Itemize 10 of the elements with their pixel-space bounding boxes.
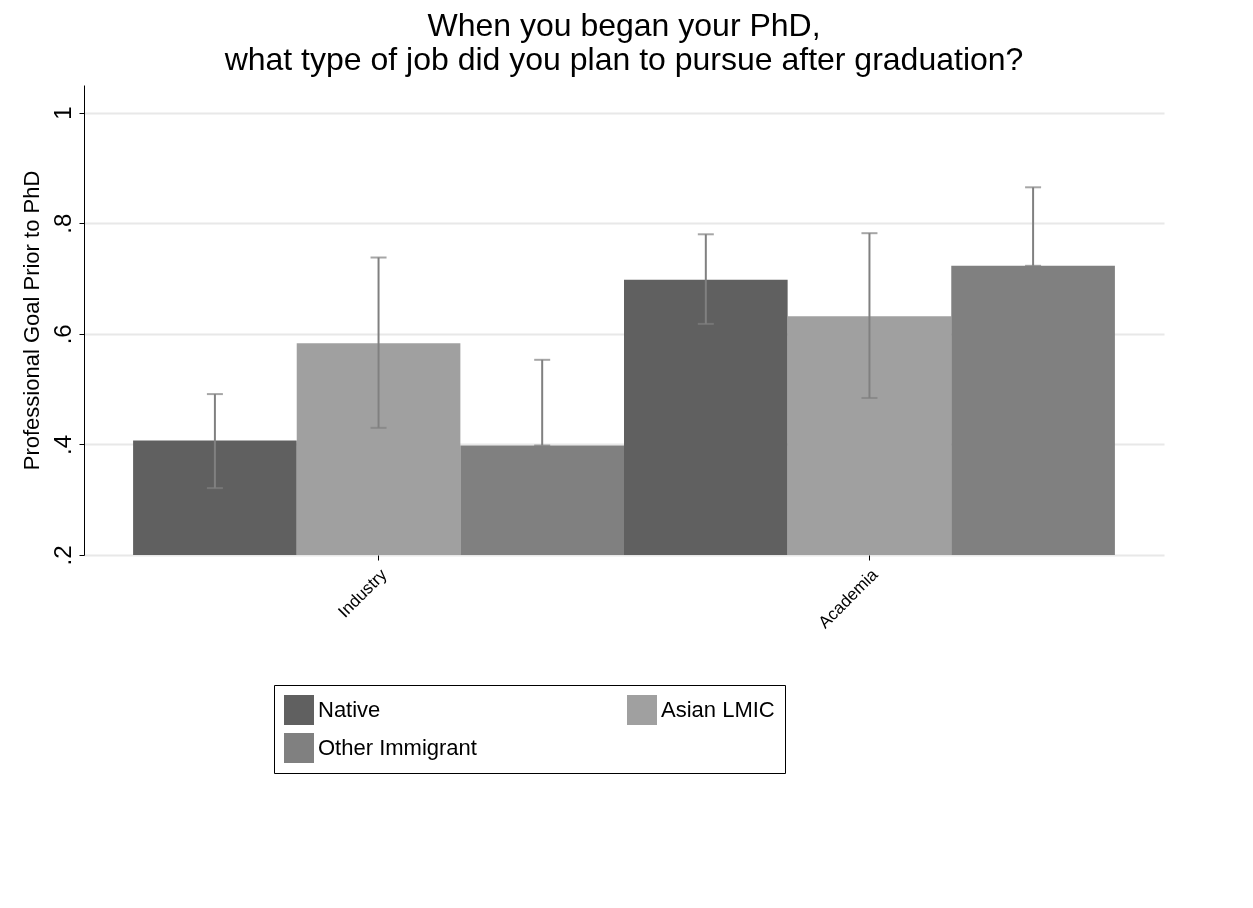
legend-label: Native [318,697,381,722]
chart-title: When you began your PhD, what type of job did you plan to pursue after graduation? [223,7,1024,77]
y-tick-label: .2 [48,545,76,566]
y-tick-label: .6 [48,324,76,345]
y-axis-title: Professional Goal Prior to PhD [18,170,44,471]
y-tick-label: 1 [48,106,76,120]
legend-label: Other Immigrant [318,735,477,760]
y-tick-label: .4 [48,434,76,455]
y-tick-label: .8 [48,213,76,234]
legend-label: Asian LMIC [661,697,775,722]
